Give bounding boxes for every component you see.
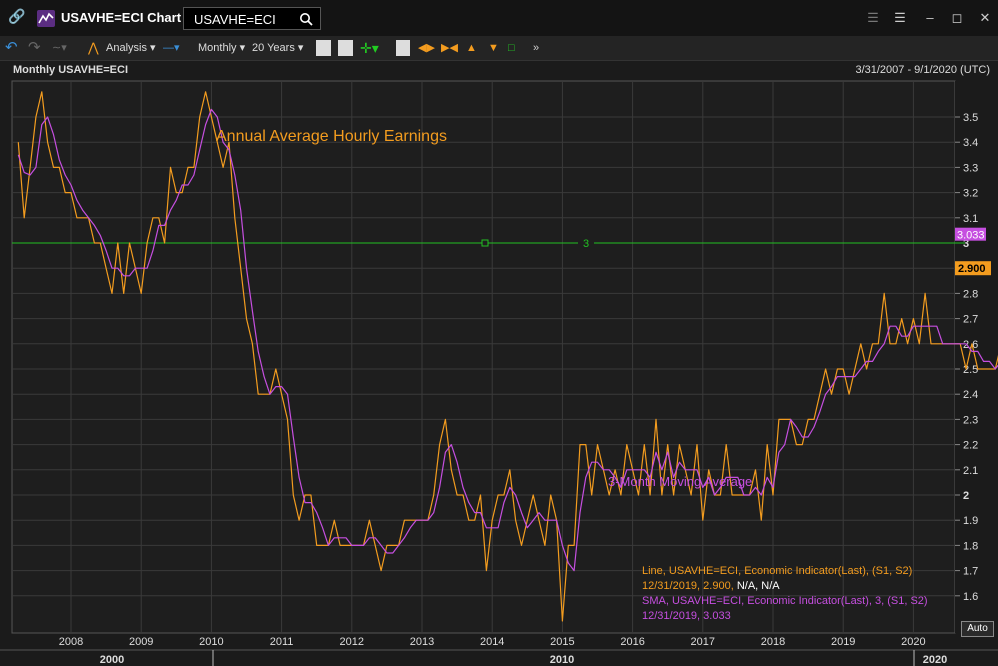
line-series xyxy=(17,91,998,622)
search-icon[interactable] xyxy=(299,12,313,26)
legend-line1: SMA, USAVHE=ECI, Economic Indicator(Last… xyxy=(642,595,928,607)
zoom-icon[interactable] xyxy=(396,40,410,56)
y-tick-label: 2.8 xyxy=(963,288,978,300)
line-chart-icon[interactable] xyxy=(316,40,331,56)
series-label: Monthly USAVHE=ECI xyxy=(13,64,129,76)
tree-icon[interactable]: ☰ xyxy=(867,10,879,25)
fit-vertical-icon[interactable]: ▼ xyxy=(488,42,499,54)
y-tick-label: 3.5 xyxy=(963,112,978,124)
draw-line-icon[interactable]: —▾ xyxy=(163,42,180,54)
legend-line2: 12/31/2019, 2.900, N/A, N/A xyxy=(642,580,780,592)
search-input-value: USAVHE=ECI xyxy=(194,12,276,27)
x-tick-label: 2018 xyxy=(761,636,785,648)
y-tick-label: 1.6 xyxy=(963,591,978,603)
sma-last-value: 3.033 xyxy=(957,230,985,242)
hline-label-bg xyxy=(578,236,594,250)
chart-toolbar: ↶ ↷ ∼▾ ⋀ Analysis ▾ —▾ Monthly ▾ 20 Year… xyxy=(0,36,998,61)
decade-label: 2010 xyxy=(550,654,574,666)
range-label: 20 Years xyxy=(252,42,295,54)
line-last-value-tag xyxy=(955,261,991,276)
y-axis-area xyxy=(955,81,992,633)
sma-series xyxy=(17,108,998,572)
analysis-dropdown[interactable]: Analysis ▾ xyxy=(106,42,156,54)
x-tick-label: 2013 xyxy=(410,636,434,648)
x-tick-label: 2008 xyxy=(59,636,83,648)
fit-horizontal-icon[interactable]: ▶◀ xyxy=(441,42,458,54)
x-tick-label: 2020 xyxy=(901,636,925,648)
y-tick-label: 2.3 xyxy=(963,414,978,426)
legend-value: 3.033 xyxy=(703,610,731,622)
more-tools-icon[interactable]: » xyxy=(533,42,540,54)
redo-icon[interactable]: ↷ xyxy=(28,39,41,56)
scroll-left-icon[interactable]: ◀▶ xyxy=(418,42,435,54)
date-range-label: 3/31/2007 - 9/1/2020 (UTC) xyxy=(855,64,990,76)
hline-handle xyxy=(481,239,489,247)
auto-scale-button[interactable]: Auto xyxy=(961,621,994,637)
decade-label: 2020 xyxy=(923,654,947,666)
y-tick-label: 2.2 xyxy=(963,440,978,452)
window-title: USAVHE=ECI Chart xyxy=(61,10,182,25)
close-icon[interactable]: ✕ xyxy=(979,10,991,25)
y-tick-label: 3 xyxy=(963,238,969,250)
y-tick-label: 1.7 xyxy=(963,566,978,578)
legend-extra: N/A, N/A xyxy=(737,580,780,592)
y-tick-label: 2 xyxy=(963,490,969,502)
legend-line2: 12/31/2019, 3.033 xyxy=(642,610,731,622)
sma-last-value-tag xyxy=(955,227,986,241)
x-tick-label: 2016 xyxy=(620,636,644,648)
x-tick-label: 2009 xyxy=(129,636,153,648)
hline-label: 3 xyxy=(583,238,589,250)
chart-app-icon xyxy=(37,10,55,27)
x-tick-label: 2015 xyxy=(550,636,574,648)
y-tick-label: 2.7 xyxy=(963,314,978,326)
chart-header: Monthly USAVHE=ECI 3/31/2007 - 9/1/2020 … xyxy=(6,61,992,79)
maximize-icon[interactable]: ◻ xyxy=(951,10,963,25)
x-tick-label: 2017 xyxy=(691,636,715,648)
y-tick-label: 3.1 xyxy=(963,213,978,225)
y-tick-label: 2.1 xyxy=(963,465,978,477)
undo-icon[interactable]: ↶ xyxy=(5,39,18,56)
link-icon[interactable]: 🔗 xyxy=(8,8,26,24)
title-bar: 🔗 USAVHE=ECI Chart USAVHE=ECI ☰ ☰ – ◻ ✕ xyxy=(0,0,998,36)
interval-label: Monthly xyxy=(198,42,237,54)
scroll-vertical-icon[interactable]: ▲ xyxy=(466,42,477,54)
x-tick-label: 2014 xyxy=(480,636,504,648)
y-tick-label: 2.6 xyxy=(963,339,978,351)
y-tick-label: 3.4 xyxy=(963,137,978,149)
y-tick-label: 3.2 xyxy=(963,188,978,200)
line-style-icon[interactable]: ∼▾ xyxy=(52,42,67,54)
crosshair-icon[interactable]: ✛▾ xyxy=(360,40,379,56)
legend-date: 12/31/2019, xyxy=(642,580,703,592)
minimize-icon[interactable]: – xyxy=(926,10,934,25)
y-tick-label: 1.8 xyxy=(963,540,978,552)
y-tick-label: 3.3 xyxy=(963,162,978,174)
x-tick-label: 2012 xyxy=(340,636,364,648)
ric-search-input[interactable]: USAVHE=ECI xyxy=(183,7,321,30)
decade-label: 2000 xyxy=(100,654,124,666)
y-tick-label: 1.9 xyxy=(963,515,978,527)
legend-line1: Line, USAVHE=ECI, Economic Indicator(Las… xyxy=(642,565,912,577)
analysis-icon[interactable]: ⋀ xyxy=(88,40,99,55)
plot-area xyxy=(11,80,956,634)
interval-dropdown[interactable]: Monthly ▾ xyxy=(198,42,246,54)
x-tick-label: 2011 xyxy=(270,636,294,648)
x-tick-label: 2010 xyxy=(199,636,223,648)
y-tick-label: 2.4 xyxy=(963,389,978,401)
x-tick-label: 2019 xyxy=(831,636,855,648)
legend-date: 12/31/2019, xyxy=(642,610,703,622)
main-annotation: Annual Average Hourly Earnings xyxy=(216,128,447,145)
chart-canvas[interactable]: 1.61.71.81.922.12.22.32.42.52.62.72.82.9… xyxy=(0,78,998,666)
legend-value: 2.900, xyxy=(703,580,737,592)
analysis-label: Analysis xyxy=(106,42,147,54)
line-last-value: 2.900 xyxy=(958,263,986,275)
select-icon[interactable]: □ xyxy=(508,42,515,54)
compare-icon[interactable] xyxy=(338,40,353,56)
menu-icon[interactable]: ☰ xyxy=(894,10,906,25)
range-dropdown[interactable]: 20 Years ▾ xyxy=(252,42,304,54)
sma-annotation: 3-Month Moving Average xyxy=(608,474,752,489)
